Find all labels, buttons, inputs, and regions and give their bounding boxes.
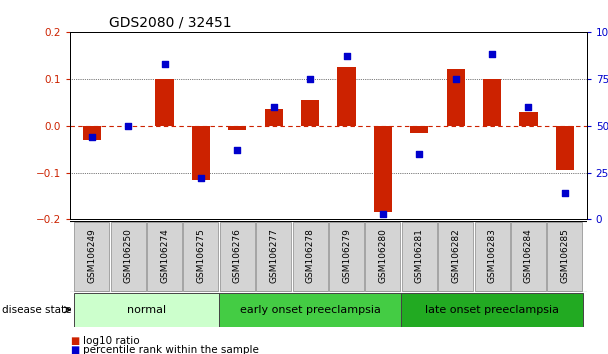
Bar: [374, 126, 392, 212]
Bar: [301, 100, 319, 126]
FancyBboxPatch shape: [256, 222, 291, 291]
Point: [487, 52, 497, 57]
Text: GSM106276: GSM106276: [233, 228, 242, 283]
Text: GSM106277: GSM106277: [269, 228, 278, 283]
Point: [560, 190, 570, 196]
Text: GSM106280: GSM106280: [378, 228, 387, 283]
Point: [269, 104, 278, 110]
Bar: [556, 126, 574, 170]
Bar: [83, 126, 101, 140]
Bar: [192, 126, 210, 179]
Text: GSM106281: GSM106281: [415, 228, 424, 283]
Text: GSM106250: GSM106250: [123, 228, 133, 283]
Bar: [337, 67, 356, 126]
Text: ■: ■: [70, 346, 79, 354]
Text: GSM106274: GSM106274: [160, 228, 169, 282]
Text: early onset preeclampsia: early onset preeclampsia: [240, 305, 381, 315]
FancyBboxPatch shape: [220, 222, 255, 291]
Point: [378, 211, 388, 217]
Text: percentile rank within the sample: percentile rank within the sample: [83, 346, 259, 354]
Text: GSM106278: GSM106278: [306, 228, 314, 283]
Text: GSM106249: GSM106249: [88, 228, 96, 282]
Text: GSM106283: GSM106283: [488, 228, 497, 283]
FancyBboxPatch shape: [438, 222, 473, 291]
FancyBboxPatch shape: [511, 222, 546, 291]
Text: disease state: disease state: [2, 305, 71, 315]
Text: GSM106282: GSM106282: [451, 228, 460, 282]
Bar: [264, 109, 283, 126]
FancyBboxPatch shape: [74, 293, 219, 327]
Point: [523, 104, 533, 110]
FancyBboxPatch shape: [329, 222, 364, 291]
Bar: [156, 79, 174, 126]
FancyBboxPatch shape: [292, 222, 328, 291]
Point: [160, 61, 170, 67]
Text: GSM106279: GSM106279: [342, 228, 351, 283]
FancyBboxPatch shape: [111, 222, 146, 291]
FancyBboxPatch shape: [74, 222, 109, 291]
FancyBboxPatch shape: [547, 222, 582, 291]
FancyBboxPatch shape: [475, 222, 510, 291]
FancyBboxPatch shape: [219, 293, 401, 327]
Text: GSM106284: GSM106284: [524, 228, 533, 282]
Text: log10 ratio: log10 ratio: [83, 336, 140, 346]
Bar: [447, 69, 465, 126]
Bar: [410, 126, 429, 133]
FancyBboxPatch shape: [365, 222, 401, 291]
Point: [196, 175, 206, 181]
FancyBboxPatch shape: [402, 222, 437, 291]
Text: GSM106275: GSM106275: [196, 228, 206, 283]
Bar: [483, 79, 501, 126]
Text: late onset preeclampsia: late onset preeclampsia: [425, 305, 559, 315]
Bar: [228, 126, 246, 130]
Point: [123, 123, 133, 129]
FancyBboxPatch shape: [401, 293, 583, 327]
Point: [451, 76, 461, 81]
FancyBboxPatch shape: [147, 222, 182, 291]
Text: GSM106285: GSM106285: [561, 228, 569, 283]
Text: ■: ■: [70, 336, 79, 346]
Text: normal: normal: [127, 305, 166, 315]
Point: [342, 53, 351, 59]
Text: GDS2080 / 32451: GDS2080 / 32451: [109, 16, 232, 30]
Bar: [519, 112, 537, 126]
Point: [415, 151, 424, 156]
Point: [232, 147, 242, 153]
Point: [87, 134, 97, 140]
Point: [305, 76, 315, 81]
FancyBboxPatch shape: [184, 222, 218, 291]
